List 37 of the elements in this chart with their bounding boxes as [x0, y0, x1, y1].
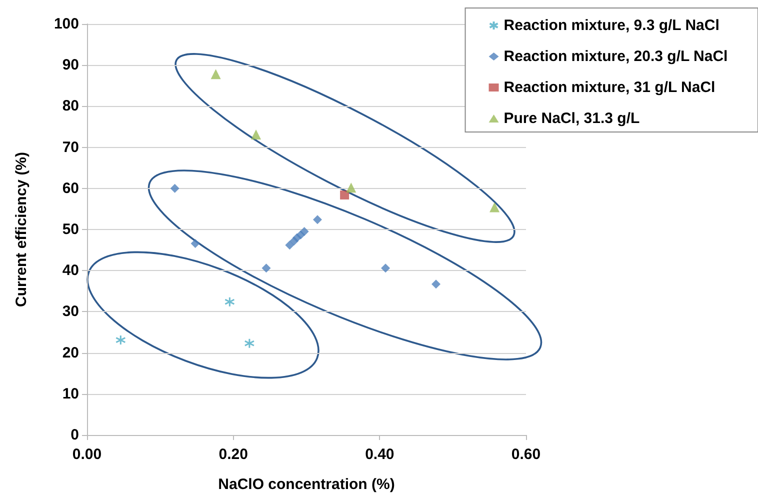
legend-label: Reaction mixture, 31 g/L NaCl — [504, 79, 716, 96]
y-axis-title: Current efficiency (%) — [13, 152, 30, 308]
y-tick-label: 0 — [70, 426, 79, 444]
y-tick-label: 30 — [62, 303, 79, 320]
legend-label: Reaction mixture, 9.3 g/L NaCl — [504, 17, 720, 34]
legend-label: Reaction mixture, 20.3 g/L NaCl — [504, 48, 728, 65]
point — [251, 130, 262, 140]
point — [285, 240, 294, 250]
point — [244, 338, 255, 349]
legend-label: Pure NaCl, 31.3 g/L — [504, 110, 640, 127]
x-tick-label: 0.20 — [218, 446, 248, 463]
y-tick-label: 100 — [54, 16, 79, 32]
point — [381, 264, 390, 273]
point — [210, 69, 221, 80]
y-tick-label: 40 — [62, 262, 79, 280]
point — [190, 238, 200, 248]
point — [432, 280, 441, 289]
x-axis-title: NaClO concentration (%) — [218, 476, 395, 493]
y-tick-label: 70 — [62, 138, 79, 156]
x-tick-label: 0.40 — [365, 446, 394, 463]
y-tick-label: 50 — [62, 221, 79, 238]
point — [312, 215, 322, 224]
y-tick-label: 80 — [62, 98, 79, 115]
x-tick-label: 0.60 — [511, 446, 541, 463]
y-tick-label: 60 — [62, 180, 79, 197]
y-tick-label: 10 — [62, 385, 79, 402]
point — [224, 296, 235, 308]
y-tick-label: 20 — [62, 344, 79, 362]
point — [340, 190, 350, 200]
point — [300, 227, 309, 236]
point — [170, 184, 180, 193]
point — [115, 334, 126, 346]
point — [346, 182, 356, 193]
x-tick-label: 0.00 — [72, 446, 102, 463]
y-tick-label: 90 — [62, 56, 79, 74]
point — [262, 264, 271, 273]
point — [490, 202, 500, 212]
